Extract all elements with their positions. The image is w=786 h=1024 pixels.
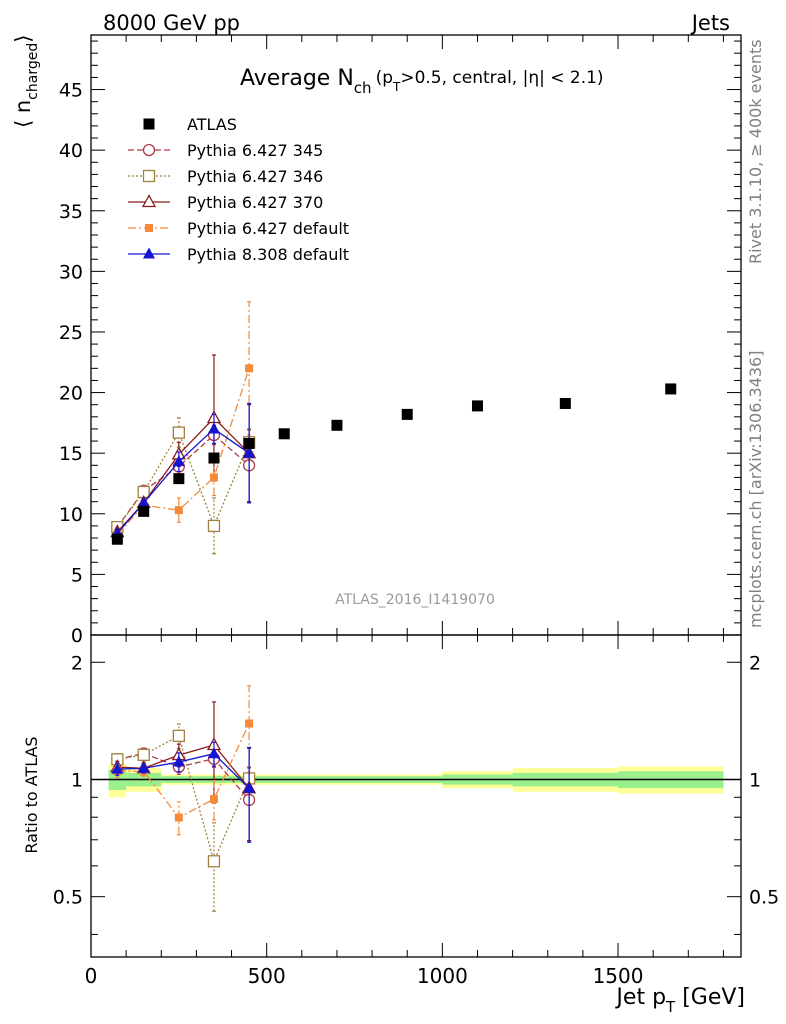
atlas-point (401, 408, 413, 420)
x-tick-label: 500 (248, 964, 286, 988)
axes-layer: 0 500 1000 1500 0 5 10 15 20 25 30 35 40 45 0.5 0.5 1 1 2 2 (53, 34, 779, 988)
ratio-frame (90, 634, 742, 958)
y-label-pre: ⟨ n (11, 100, 35, 128)
series-4-ratio-point (209, 795, 218, 804)
series-4-point (209, 473, 218, 482)
rivet-label: Rivet 3.1.10, ≥ 400k events (746, 39, 765, 264)
series-5-point (207, 422, 220, 434)
series-2-ratio-point (172, 729, 185, 742)
series-5-point (172, 455, 185, 467)
title-main: Average N (240, 66, 354, 91)
header-left: 8000 GeV pp (103, 11, 240, 35)
title-sub: ch (354, 79, 372, 97)
legend-item-3-marker (142, 169, 156, 183)
series-4-ratio-point (245, 719, 254, 728)
series-2-point (207, 519, 221, 533)
series-2-ratio-point (207, 855, 221, 868)
series-5-ratio-point (172, 755, 185, 767)
chart-title: Average Nch (pT>0.5, central, |η| < 2.1) (240, 66, 604, 97)
ratio-y-tick-label: 0.5 (53, 887, 83, 909)
x-tick-label: 1000 (417, 964, 468, 988)
legend-item-3-label: Pythia 6.427 346 (187, 167, 323, 186)
legend-item-2-marker (142, 143, 156, 157)
series-2-point (172, 426, 185, 439)
ratio-y-tick-label-right: 1 (749, 769, 761, 791)
legend-item-4-label: Pythia 6.427 370 (187, 193, 323, 212)
ratio-y-axis-label: Ratio to ATLAS (22, 736, 41, 853)
atlas-point (208, 452, 220, 464)
x-label-post: [GeV] (675, 985, 745, 1010)
header-right: Jets (690, 11, 730, 35)
x-tick-label: 1500 (593, 964, 644, 988)
series-4-point (245, 364, 254, 373)
analysis-watermark: ATLAS_2016_I1419070 (335, 592, 495, 608)
y-tick-label: 0 (71, 625, 83, 647)
y-tick-label: 25 (59, 322, 83, 344)
title-cut-sub: T (392, 80, 401, 94)
y-tick-label: 5 (71, 564, 83, 586)
y-label-post: ⟩ (11, 35, 35, 43)
legend: ATLAS Pythia 6.427 345 Pythia 6.427 346 Pyt… (128, 115, 349, 264)
legend-item-4-marker (141, 194, 157, 208)
series-4-ratio-point (174, 813, 183, 822)
legend-item-1-label: ATLAS (187, 115, 237, 134)
legend-item-6-marker (143, 247, 155, 259)
atlas-point (243, 437, 255, 449)
ratio-y-tick-label-right: 0.5 (749, 887, 779, 909)
y-tick-label: 45 (59, 80, 83, 102)
legend-item-2-label: Pythia 6.427 345 (187, 141, 323, 160)
atlas-point (138, 505, 150, 517)
x-label-pre: Jet p (614, 985, 666, 1010)
series-4-line (116, 368, 250, 535)
ratio-y-tick-label: 2 (71, 652, 83, 674)
x-label-sub: T (665, 998, 676, 1016)
atlas-point (559, 397, 571, 409)
title-cut: (p (376, 68, 393, 88)
atlas-point (173, 473, 185, 485)
x-axis-label: Jet pT [GeV] (614, 985, 745, 1016)
series-4-point (174, 506, 183, 515)
y-tick-label: 35 (59, 201, 83, 223)
y-tick-label: 15 (59, 443, 83, 465)
main-data-layer (110, 301, 677, 555)
y-label-sub: charged (25, 43, 41, 100)
series-5-point (137, 496, 150, 508)
series-5-ratio-point (137, 761, 150, 773)
y-tick-label: 10 (59, 504, 83, 526)
legend-item-5-label: Pythia 6.427 default (187, 219, 349, 238)
atlas-point (278, 428, 290, 440)
title-cut-rest: >0.5, central, |η| < 2.1) (400, 68, 603, 88)
atlas-point (111, 533, 123, 545)
ratio-y-tick-label-right: 2 (749, 652, 761, 674)
y-tick-label: 30 (59, 261, 83, 283)
legend-item-1-marker (143, 118, 155, 130)
atlas-point (471, 400, 483, 412)
series-5-point (243, 446, 256, 458)
series-5-ratio-point (207, 747, 220, 759)
y-tick-label: 20 (59, 383, 83, 405)
series-2-ratio-line (117, 734, 250, 864)
x-tick-label: 0 (85, 964, 98, 988)
atlas-point (331, 419, 343, 431)
series-2-ratio-point (137, 748, 150, 761)
series-5-ratio-point (111, 762, 124, 774)
y-tick-label: 40 (59, 140, 83, 162)
ratio-uncertainty-band (91, 763, 741, 798)
ratio-y-tick-label: 1 (71, 769, 83, 791)
y-axis-label: ⟨ ncharged⟩ (11, 35, 41, 128)
mcplots-label: mcplots.cern.ch [arXiv:1306.3436] (746, 351, 765, 628)
atlas-point (665, 383, 677, 395)
ratio-data-layer (110, 685, 257, 912)
legend-item-5-marker (145, 224, 153, 232)
series-5-ratio-point (243, 781, 256, 793)
legend-item-6-label: Pythia 8.308 default (187, 245, 349, 264)
